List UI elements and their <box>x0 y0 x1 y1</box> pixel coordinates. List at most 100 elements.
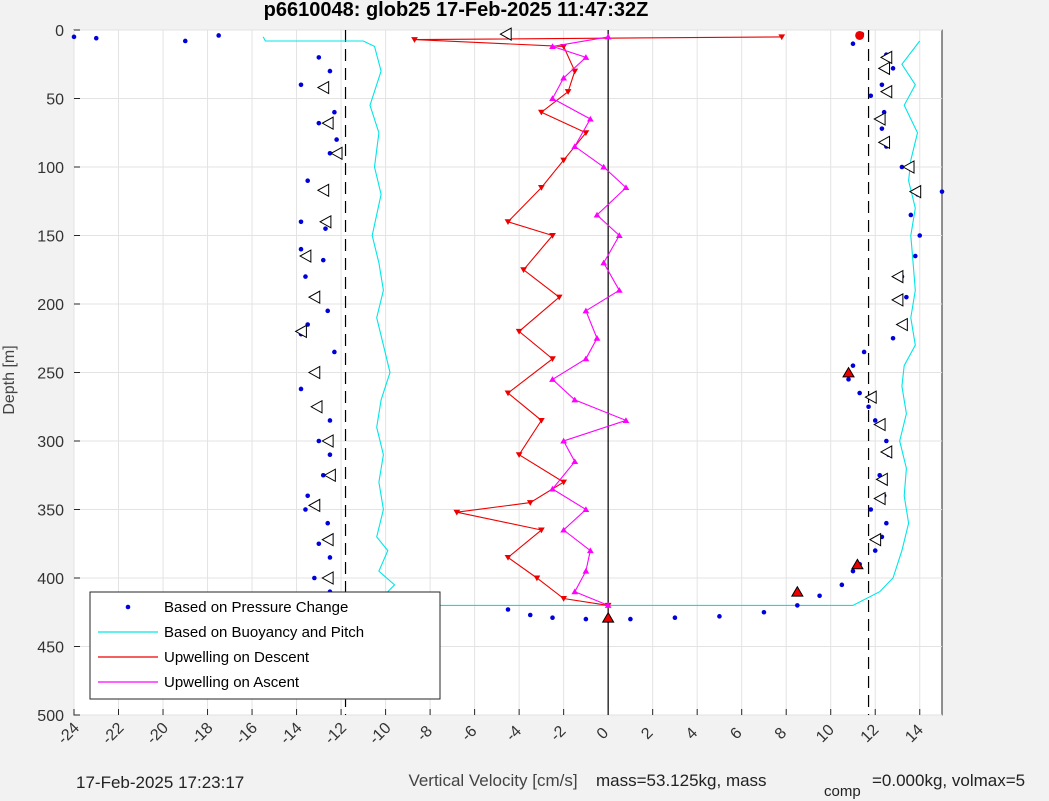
upwelling-ascent-point <box>615 287 623 293</box>
pressure-point <box>912 253 918 259</box>
descent-marker <box>316 80 330 95</box>
pressure-point <box>628 616 633 622</box>
upwelling-ascent-point <box>604 602 612 608</box>
red-marker <box>601 611 615 623</box>
upwelling-descent-point <box>571 68 579 75</box>
y-tick-label: 500 <box>37 708 64 725</box>
descent-marker <box>307 365 321 380</box>
pressure-point <box>866 404 871 410</box>
pressure-point <box>323 226 328 231</box>
pressure-point <box>884 438 889 444</box>
pressure-point <box>839 582 845 588</box>
x-tick-label: 6 <box>727 725 745 743</box>
pressure-point <box>899 164 905 170</box>
descent-marker <box>310 399 323 414</box>
legend-entry: Upwelling on Descent <box>164 649 310 666</box>
x-tick-label: -20 <box>144 720 172 748</box>
pressure-point <box>316 120 322 126</box>
pressure-point <box>334 137 339 142</box>
pressure-point <box>890 335 896 341</box>
upwelling-descent-point <box>582 130 590 136</box>
x-tick-label: 8 <box>772 725 790 743</box>
legend-entry: Based on Pressure Change <box>164 599 348 616</box>
upwelling-ascent-point <box>586 547 594 554</box>
legend-entry: Upwelling on Ascent <box>164 674 300 691</box>
upwelling-ascent-point <box>571 458 579 465</box>
footer-mass: mass=53.125kg, mass <box>596 771 767 790</box>
y-tick-label: 400 <box>37 571 64 588</box>
upwelling-ascent-point <box>622 417 630 423</box>
upwelling-ascent-point <box>549 485 556 492</box>
pressure-point <box>298 82 304 88</box>
pressure-point <box>327 452 333 458</box>
ascent-marker <box>895 317 908 332</box>
pressure-point <box>672 615 678 621</box>
upwelling-ascent-point <box>593 211 601 218</box>
upwelling-ascent-point <box>600 259 608 266</box>
pressure-point <box>71 34 77 40</box>
y-tick-label: 0 <box>55 23 64 40</box>
x-tick-label: -4 <box>503 723 525 745</box>
y-tick-label: 300 <box>37 434 64 451</box>
footer-timestamp: 17-Feb-2025 17:23:17 <box>76 773 245 792</box>
upwelling-descent-point <box>515 328 523 335</box>
pressure-point <box>850 41 856 46</box>
pressure-point <box>93 35 99 41</box>
x-axis-label: Vertical Velocity [cm/s] <box>408 771 577 790</box>
pressure-point <box>890 66 896 71</box>
ascent-marker <box>908 184 922 199</box>
descent-marker <box>321 116 334 131</box>
pressure-point <box>817 593 822 599</box>
pressure-point <box>332 109 337 115</box>
upwelling-ascent-point <box>549 376 556 382</box>
legend-box <box>89 591 441 700</box>
ascent-marker <box>891 269 904 284</box>
x-tick-label: 14 <box>902 721 927 746</box>
upwelling-descent-point <box>538 527 545 534</box>
pressure-point <box>850 568 856 574</box>
x-tick-label: -16 <box>233 720 261 748</box>
descent-marker <box>294 324 307 339</box>
ascent-marker <box>864 390 877 405</box>
pressure-point <box>327 151 333 156</box>
pressure-point <box>305 493 310 499</box>
descent-marker <box>323 468 336 483</box>
ascent-marker <box>879 445 893 459</box>
upwelling-ascent-point <box>582 506 590 512</box>
pressure-point <box>312 575 317 581</box>
y-tick-label: 350 <box>37 503 64 520</box>
pressure-point <box>908 212 914 218</box>
pressure-point <box>298 386 304 392</box>
upwelling-ascent-point <box>560 437 568 444</box>
pressure-point <box>298 219 304 225</box>
x-tick-label: -8 <box>414 723 436 745</box>
upwelling-descent-point <box>778 34 786 41</box>
descent-marker <box>321 571 334 585</box>
pressure-point <box>332 349 337 355</box>
descent-marker <box>316 183 330 198</box>
upwelling-descent-point <box>564 89 572 95</box>
pressure-point <box>917 233 923 238</box>
upwelling-ascent-point <box>586 115 594 122</box>
pressure-point <box>872 418 878 423</box>
upwelling-descent-point <box>538 109 545 116</box>
pressure-point <box>216 33 221 38</box>
y-tick-label: 200 <box>37 297 64 314</box>
upwelling-ascent-point <box>571 588 579 595</box>
pressure-point <box>904 294 909 300</box>
upwelling-descent-point <box>526 500 534 506</box>
pressure-point <box>717 614 722 619</box>
red-marker <box>790 585 804 597</box>
pressure-point <box>316 541 322 547</box>
upwelling-descent-point <box>504 554 512 561</box>
footer-comp-volmax: =0.000kg, volmax=5 <box>872 771 1026 790</box>
x-tick-label: 10 <box>813 721 838 746</box>
descent-marker <box>307 498 321 513</box>
upwelling-descent-line <box>414 36 782 606</box>
pressure-point <box>327 68 333 74</box>
pressure-point <box>527 612 533 618</box>
ascent-marker <box>879 50 893 65</box>
red-dot-marker <box>855 30 865 40</box>
upwelling-descent-point <box>560 479 568 486</box>
